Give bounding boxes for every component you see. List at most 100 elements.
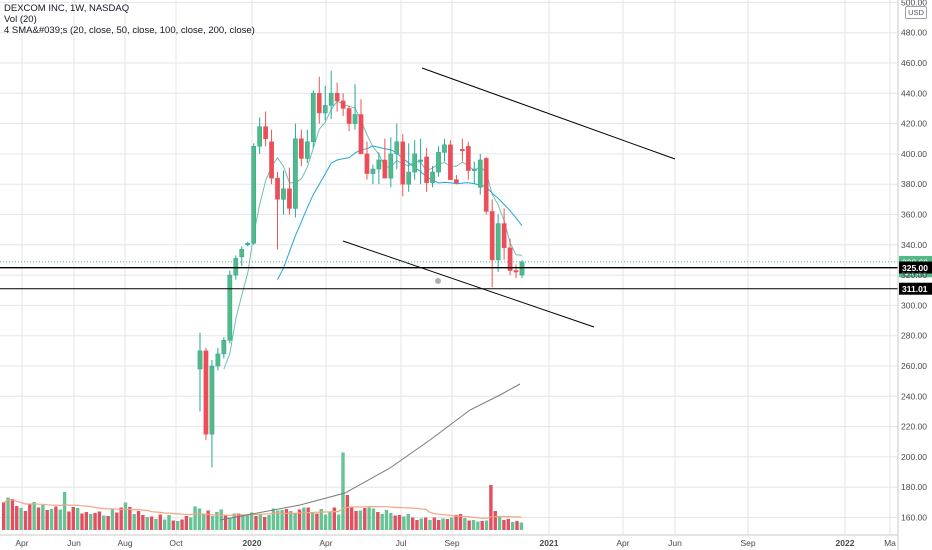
volume-bar (232, 513, 236, 530)
volume-bar (445, 519, 450, 530)
candle-body (269, 141, 274, 179)
volume-bar (2, 502, 6, 530)
candle-body (209, 365, 215, 435)
y-tick-label: 340.00 (901, 240, 927, 250)
volume-bar (75, 508, 80, 530)
volume-bar (306, 507, 310, 530)
volume-bar (506, 519, 510, 530)
volume-bar (15, 506, 19, 530)
volume-bar (189, 517, 193, 530)
candle-body (430, 171, 435, 183)
volume-bar (341, 452, 345, 530)
y-tick-label: 220.00 (901, 422, 927, 432)
x-tick-label: 2021 (540, 538, 559, 548)
candle-body (519, 261, 525, 276)
volume-bar (123, 502, 128, 530)
candle-body (376, 159, 382, 170)
volume-bar (367, 507, 371, 530)
volume-bar (267, 515, 271, 530)
candle-body (442, 144, 447, 153)
volume-bar (228, 518, 232, 530)
volume-bar (184, 516, 189, 530)
price-label: 311.01 (902, 284, 928, 294)
volume-indicator-label[interactable]: Vol (20) (4, 14, 37, 25)
x-tick-label: Ma (884, 538, 896, 548)
volume-bar (41, 505, 45, 530)
x-tick-label: Sep (740, 538, 755, 548)
volume-bar (371, 508, 376, 530)
candle-body (388, 153, 394, 179)
volume-bar (358, 510, 363, 530)
candle-body (495, 223, 501, 261)
volume-bar (45, 510, 49, 530)
volume-bar (162, 519, 167, 530)
candle-body (358, 114, 364, 155)
volume-bar (193, 506, 197, 530)
volume-bar (271, 508, 276, 530)
candle-body (310, 93, 316, 143)
volume-bar (336, 514, 341, 530)
symbol-title[interactable]: DEXCOM INC, 1W, NASDAQ (4, 3, 130, 14)
volume-bar (97, 511, 102, 530)
time-axis[interactable]: Apr Jun Aug Oct 2020 Apr Jul Sep 2021 Apr Jun Sep 20… (0, 534, 898, 548)
volume-bar (480, 521, 484, 530)
y-tick-label: 200.00 (901, 452, 927, 462)
volume-bar (71, 507, 75, 530)
volume-bar (241, 515, 245, 530)
y-tick-label: 320.00 (901, 270, 927, 280)
candle-body (340, 100, 346, 109)
volume-bar (171, 520, 176, 530)
candle-body (406, 171, 412, 185)
volume-bar (102, 515, 106, 530)
volume-bar (350, 506, 354, 530)
volume-bar (493, 511, 497, 530)
y-tick-label: 440.00 (901, 88, 927, 98)
candle-body (304, 141, 310, 159)
currency-badge[interactable]: USD (905, 6, 927, 19)
volume-bar (206, 510, 210, 530)
volume-bar (467, 520, 471, 530)
candle-body (418, 159, 423, 162)
volume-bar (158, 514, 162, 530)
trendlines[interactable] (342, 67, 676, 328)
y-tick-label: 420.00 (901, 119, 927, 129)
volume-bar (497, 516, 502, 530)
candle-body (227, 274, 233, 341)
volume-bar (380, 514, 384, 530)
volume-bar (223, 515, 228, 530)
candle-body (400, 141, 406, 185)
y-tick-label: 380.00 (901, 179, 927, 189)
sma-indicator-label[interactable]: 4 SMA&#039;s (20, close, 50, close, 100,… (4, 25, 255, 36)
volume-bar (489, 485, 493, 530)
price-label-box (899, 261, 932, 274)
candle-body (471, 168, 477, 171)
x-tick-label: Oct (169, 538, 183, 548)
y-tick-label: 460.00 (901, 58, 927, 68)
volume-bar (23, 511, 28, 530)
volume-bar (245, 515, 249, 530)
volume-bar (28, 504, 32, 530)
volume-bar (106, 516, 110, 530)
volume-histogram (2, 452, 524, 530)
volume-bar (180, 519, 184, 530)
volume-bar (428, 520, 432, 530)
volume-bar (54, 506, 58, 530)
volume-bar (6, 497, 10, 530)
volume-bar (49, 509, 54, 530)
volume-bar (363, 508, 367, 530)
price-axis[interactable]: 160.00 180.00 200.00 220.00 240.00 260.00 280.… (897, 0, 927, 550)
volume-bar (167, 515, 171, 530)
volume-bar (202, 514, 206, 530)
volume-bar (19, 508, 23, 530)
y-tick-label: 160.00 (901, 513, 927, 523)
volume-bar (515, 521, 519, 530)
volume-bar (450, 517, 454, 530)
volume-bar (315, 513, 319, 530)
volume-bar (141, 515, 145, 530)
volume-bar (410, 517, 415, 530)
volume-bar (415, 520, 419, 530)
volume-bar (67, 511, 71, 530)
x-tick-label: Apr (15, 538, 28, 548)
